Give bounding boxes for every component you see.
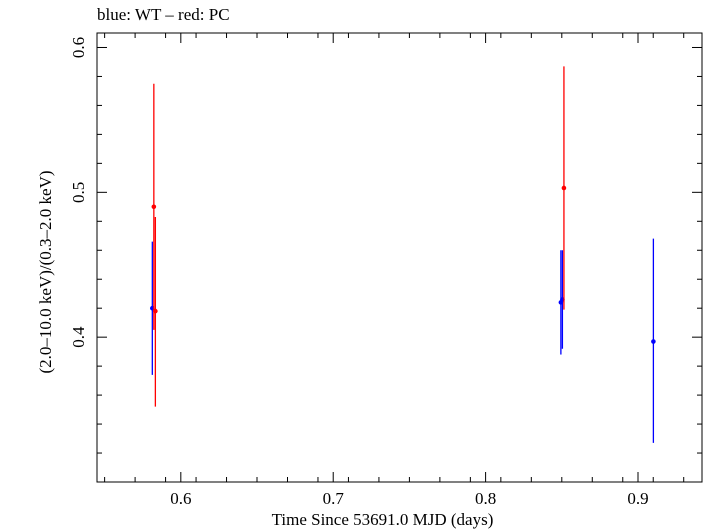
plot-frame [96, 32, 703, 483]
x-axis-label: Time Since 53691.0 MJD (days) [271, 510, 494, 529]
red-data-point [153, 308, 158, 314]
red-data-point [151, 204, 157, 210]
x-tick-label: 0.8 [475, 489, 496, 508]
red-data-point [561, 185, 567, 191]
y-tick-label: 0.5 [69, 182, 88, 203]
x-tick-label: 0.9 [627, 489, 648, 508]
y-tick-label: 0.4 [69, 326, 88, 348]
y-tick-label: 0.6 [69, 37, 88, 58]
blue-data-point [651, 339, 656, 344]
x-tick-label: 0.6 [170, 489, 191, 508]
x-tick-label: 0.7 [323, 489, 345, 508]
chart-title: blue: WT – red: PC [97, 5, 230, 24]
